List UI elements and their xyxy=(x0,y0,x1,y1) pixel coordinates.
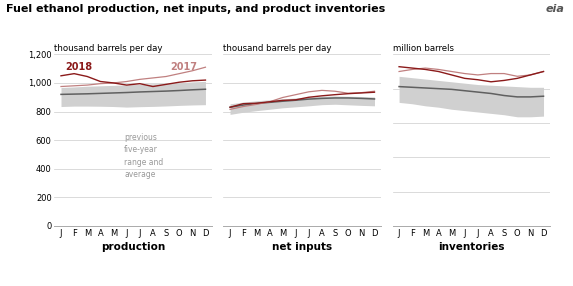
Text: eia: eia xyxy=(545,4,564,14)
X-axis label: net inputs: net inputs xyxy=(272,242,332,252)
Text: 2017: 2017 xyxy=(170,62,197,72)
Text: thousand barrels per day: thousand barrels per day xyxy=(54,44,163,53)
Text: million barrels: million barrels xyxy=(393,44,453,53)
Text: previous
five-year
range and
average: previous five-year range and average xyxy=(124,133,163,180)
Text: 2018: 2018 xyxy=(65,62,92,72)
Text: thousand barrels per day: thousand barrels per day xyxy=(223,44,332,53)
X-axis label: production: production xyxy=(101,242,166,252)
X-axis label: inventories: inventories xyxy=(438,242,505,252)
Text: Fuel ethanol production, net inputs, and product inventories: Fuel ethanol production, net inputs, and… xyxy=(6,4,385,14)
